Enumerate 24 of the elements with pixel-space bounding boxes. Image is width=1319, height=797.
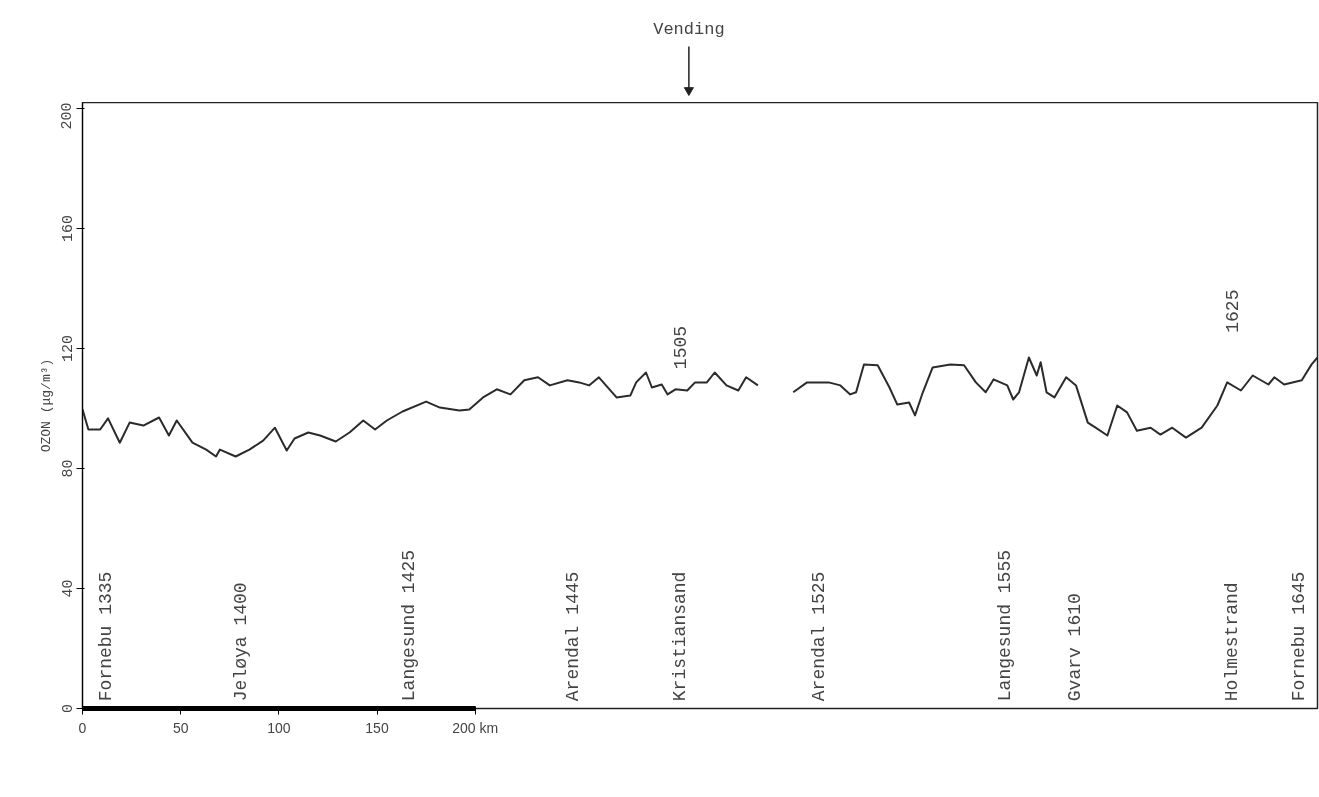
- x-tick-label: 150: [365, 719, 389, 736]
- y-tick-label: 40: [59, 579, 77, 598]
- annotation: 1505: [671, 325, 692, 370]
- annotation: 1625: [1223, 289, 1244, 333]
- annotation: Arendal 1445: [562, 571, 583, 702]
- y-tick-label: 0: [59, 703, 77, 713]
- annotation: Arendal 1525: [808, 571, 829, 702]
- annotation: Langesund 1555: [995, 549, 1016, 702]
- y-tick-label: 200: [59, 102, 77, 130]
- y-tick-label: 160: [59, 214, 77, 242]
- y-axis-title: OZON (μg/m³): [38, 358, 54, 453]
- x-tick-label: 200 km: [452, 719, 499, 736]
- y-tick-label: 120: [59, 334, 77, 362]
- annotation: Kristiansand: [670, 571, 691, 702]
- annotation: Fornebu 1645: [1288, 571, 1309, 702]
- annotation: Jeløya 1400: [230, 582, 251, 702]
- y-tick-label: 80: [59, 459, 77, 478]
- annotation: Holmestrand: [1222, 582, 1243, 702]
- annotation: Gvarv 1610: [1065, 593, 1086, 702]
- text: Vending: [653, 20, 725, 40]
- annotation: Langesund 1425: [398, 549, 419, 702]
- annotation: Fornebu 1335: [95, 571, 116, 702]
- x-tick-label: 100: [267, 719, 291, 736]
- x-tick-label: 50: [172, 719, 189, 736]
